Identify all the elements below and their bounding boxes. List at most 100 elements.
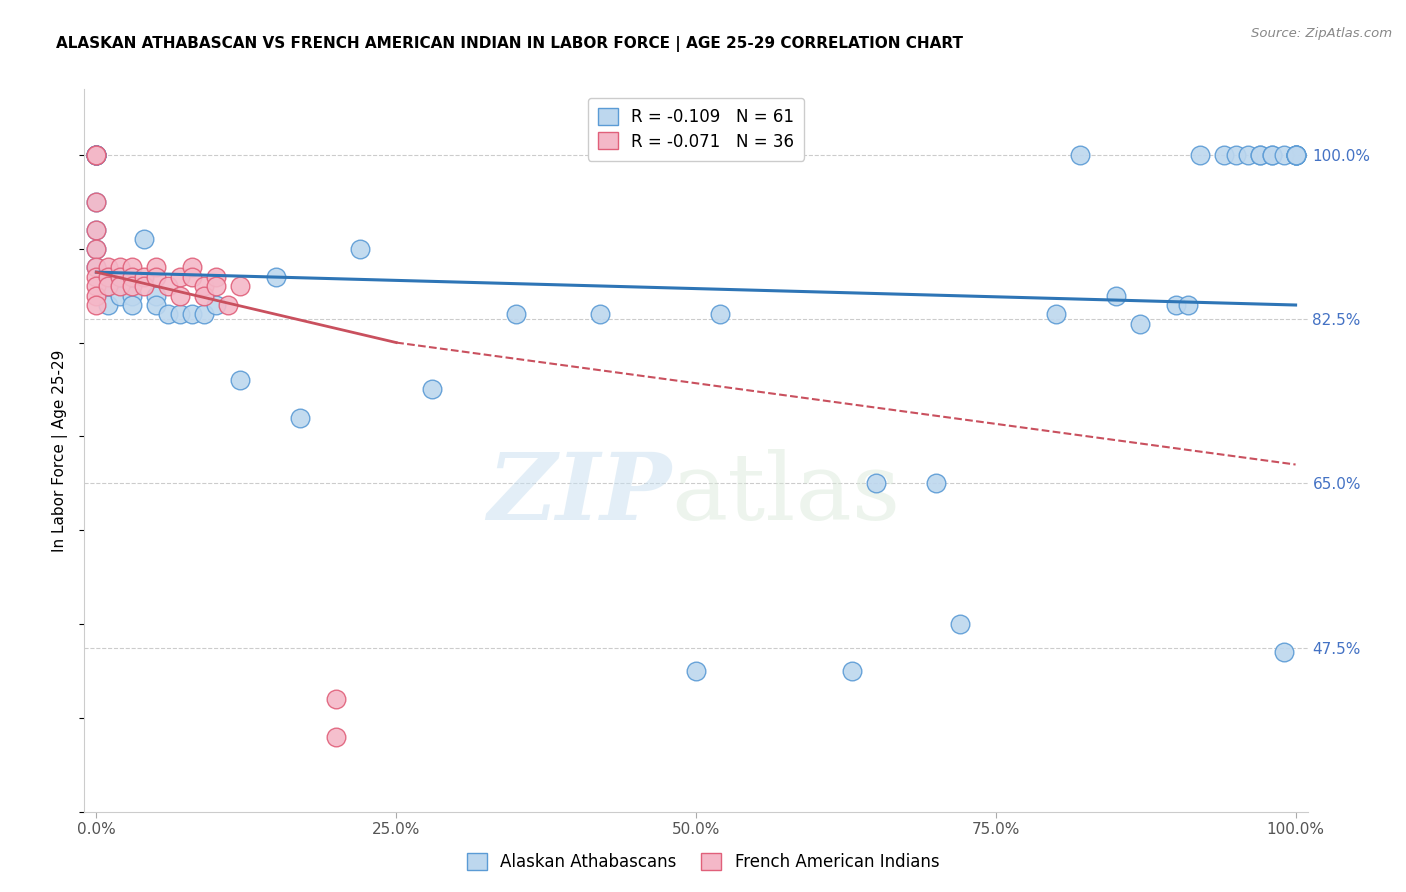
Text: atlas: atlas <box>672 449 901 539</box>
Point <box>1069 148 1091 162</box>
Point <box>121 260 143 275</box>
Point <box>86 260 108 275</box>
Point <box>86 194 108 209</box>
Point <box>505 307 527 321</box>
Point <box>86 148 108 162</box>
Point <box>97 269 120 284</box>
Point <box>205 269 228 284</box>
Point <box>1212 148 1234 162</box>
Point <box>145 298 167 312</box>
Point <box>349 242 371 256</box>
Point <box>325 730 347 744</box>
Point <box>86 223 108 237</box>
Point <box>589 307 612 321</box>
Point <box>1129 317 1152 331</box>
Point <box>97 269 120 284</box>
Point <box>110 279 132 293</box>
Point <box>181 307 204 321</box>
Point <box>1284 148 1306 162</box>
Point <box>157 307 180 321</box>
Point <box>181 260 204 275</box>
Point <box>86 148 108 162</box>
Point <box>97 260 120 275</box>
Point <box>86 148 108 162</box>
Point <box>290 410 312 425</box>
Point <box>86 279 108 293</box>
Point <box>97 279 120 293</box>
Point <box>86 298 108 312</box>
Point <box>685 664 707 678</box>
Point <box>121 298 143 312</box>
Point <box>1164 298 1187 312</box>
Point <box>841 664 863 678</box>
Point <box>86 148 108 162</box>
Point <box>1284 148 1306 162</box>
Point <box>1284 148 1306 162</box>
Point <box>110 269 132 284</box>
Point <box>86 223 108 237</box>
Point <box>229 279 252 293</box>
Point <box>86 148 108 162</box>
Point <box>1284 148 1306 162</box>
Point <box>86 194 108 209</box>
Point <box>157 279 180 293</box>
Point <box>110 288 132 302</box>
Point <box>86 242 108 256</box>
Point <box>86 148 108 162</box>
Point <box>217 298 239 312</box>
Y-axis label: In Labor Force | Age 25-29: In Labor Force | Age 25-29 <box>52 350 69 551</box>
Point <box>264 269 287 284</box>
Point <box>205 298 228 312</box>
Point <box>1105 288 1128 302</box>
Point <box>86 288 108 302</box>
Point <box>86 148 108 162</box>
Point <box>169 288 191 302</box>
Point <box>145 269 167 284</box>
Point <box>193 307 215 321</box>
Point <box>97 298 120 312</box>
Point <box>134 279 156 293</box>
Point <box>86 148 108 162</box>
Point <box>925 476 948 491</box>
Point <box>97 279 120 293</box>
Point <box>193 279 215 293</box>
Point <box>86 242 108 256</box>
Legend: R = -0.109   N = 61, R = -0.071   N = 36: R = -0.109 N = 61, R = -0.071 N = 36 <box>588 97 804 161</box>
Text: ZIP: ZIP <box>488 449 672 539</box>
Point <box>121 279 143 293</box>
Point <box>193 288 215 302</box>
Point <box>1177 298 1199 312</box>
Point <box>121 288 143 302</box>
Point <box>145 260 167 275</box>
Point <box>1249 148 1271 162</box>
Point <box>110 260 132 275</box>
Point <box>86 260 108 275</box>
Point <box>145 288 167 302</box>
Point <box>325 692 347 706</box>
Point <box>1236 148 1258 162</box>
Point <box>110 269 132 284</box>
Point <box>1260 148 1282 162</box>
Point <box>181 269 204 284</box>
Point <box>169 269 191 284</box>
Point <box>121 269 143 284</box>
Point <box>86 148 108 162</box>
Point <box>420 383 443 397</box>
Text: Source: ZipAtlas.com: Source: ZipAtlas.com <box>1251 27 1392 40</box>
Point <box>1045 307 1067 321</box>
Point <box>1260 148 1282 162</box>
Point <box>229 373 252 387</box>
Point <box>1225 148 1247 162</box>
Point <box>865 476 887 491</box>
Point <box>169 307 191 321</box>
Point <box>86 269 108 284</box>
Point <box>709 307 731 321</box>
Point <box>1284 148 1306 162</box>
Text: ALASKAN ATHABASCAN VS FRENCH AMERICAN INDIAN IN LABOR FORCE | AGE 25-29 CORRELAT: ALASKAN ATHABASCAN VS FRENCH AMERICAN IN… <box>56 36 963 52</box>
Point <box>134 232 156 246</box>
Point <box>1272 645 1295 659</box>
Point <box>205 279 228 293</box>
Point <box>949 617 972 632</box>
Point <box>1188 148 1211 162</box>
Legend: Alaskan Athabascans, French American Indians: Alaskan Athabascans, French American Ind… <box>458 845 948 880</box>
